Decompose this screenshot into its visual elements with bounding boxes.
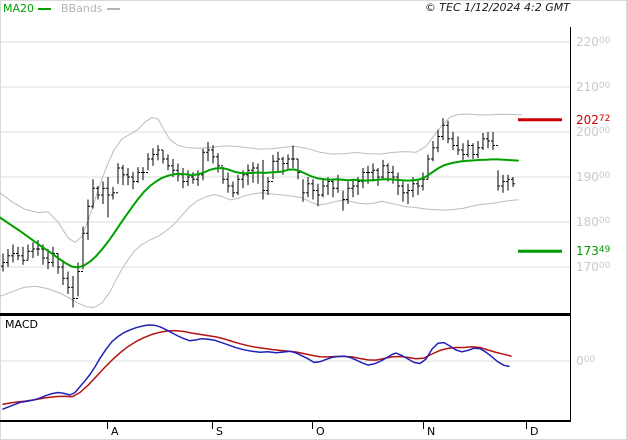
legend: MA20 BBands <box>3 2 126 15</box>
panel-separator <box>0 313 570 316</box>
y-axis-tick-label: 18000 <box>576 215 611 229</box>
month-label: N <box>427 425 436 438</box>
y-axis-tick-label: 22000 <box>576 35 611 49</box>
bbands-dash <box>106 7 120 10</box>
y-axis-tick-label: 21000 <box>576 80 611 94</box>
support-price-label: 17349 <box>576 244 611 258</box>
legend-bbands-label: BBands <box>61 2 103 15</box>
macd-line <box>2 324 510 410</box>
bollinger-lower-band <box>0 192 519 308</box>
month-label: S <box>216 425 223 438</box>
y-axis-tick-label: 20000 <box>576 125 611 139</box>
month-label: O <box>316 425 325 438</box>
ma20-dash <box>38 7 52 10</box>
y-axis-tick-label: 17000 <box>576 260 611 274</box>
ohlc-bars <box>1 118 515 308</box>
ma20-line <box>0 158 519 269</box>
macd-panel-label: MACD <box>5 318 38 331</box>
resistance-price-label: 20272 <box>576 113 611 127</box>
month-label: D <box>530 425 539 438</box>
copyright-text: © TEC 1/12/2024 4:2 GMT <box>424 1 570 14</box>
x-axis-line <box>0 420 570 422</box>
bollinger-upper-band <box>0 113 523 243</box>
macd-signal-line <box>2 329 512 405</box>
macd-zero-label: 000 <box>576 354 596 368</box>
month-label: A <box>111 425 119 438</box>
legend-ma20-label: MA20 <box>3 2 35 15</box>
y-axis-tick-label: 19000 <box>576 170 611 184</box>
